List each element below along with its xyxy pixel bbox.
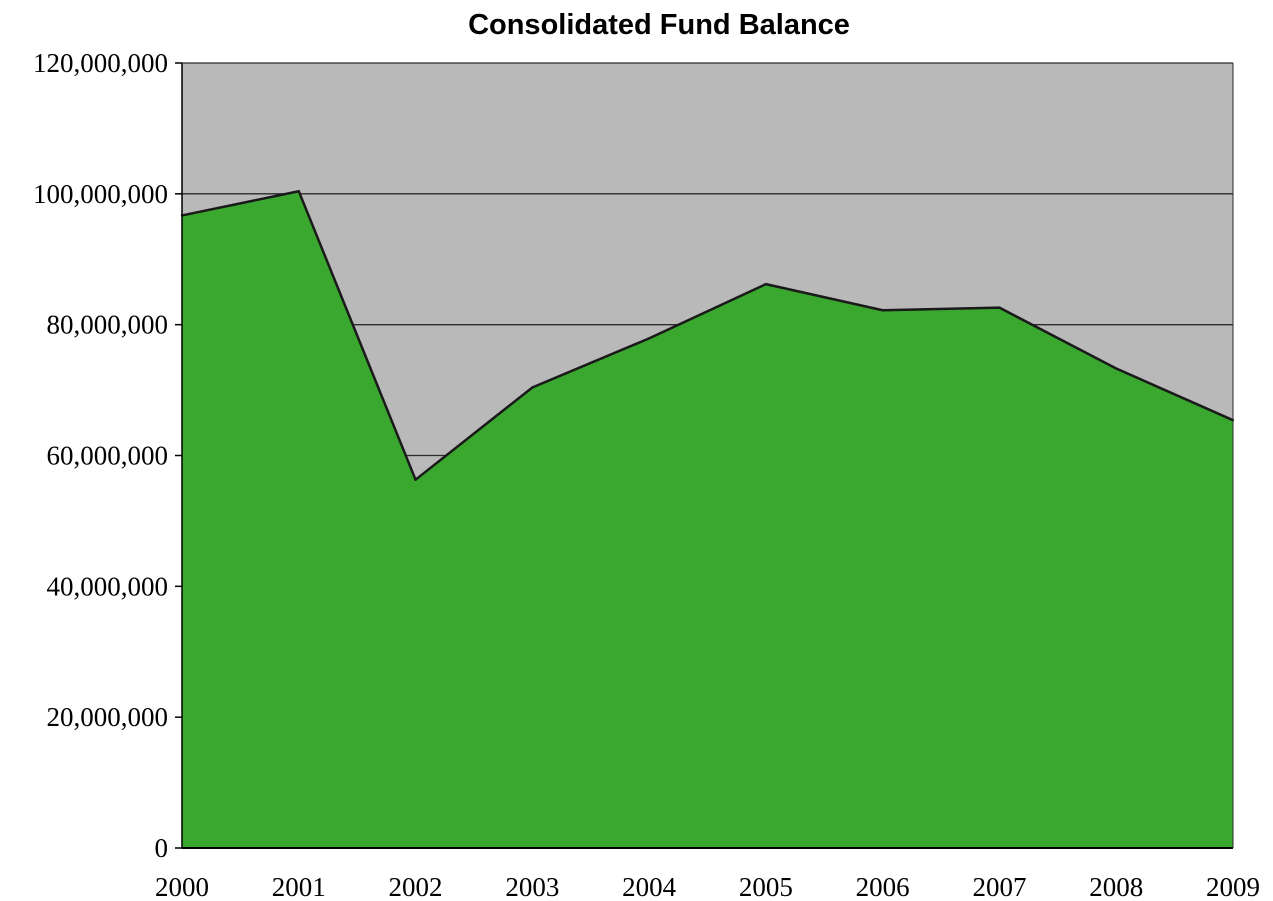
fund-balance-line xyxy=(181,189,1234,481)
x-tick-label: 2008 xyxy=(1089,872,1143,901)
y-tick-label: 60,000,000 xyxy=(47,441,169,471)
chart-title: Consolidated Fund Balance xyxy=(468,9,850,41)
x-tick-label: 2004 xyxy=(622,872,677,901)
x-tick-label: 2009 xyxy=(1206,872,1260,901)
x-tick-label: 2000 xyxy=(155,872,209,901)
data-point-2002 xyxy=(414,478,417,481)
data-point-2004 xyxy=(647,337,651,340)
x-tick-label: 2007 xyxy=(972,872,1026,901)
y-tick-label: 120,000,000 xyxy=(33,48,168,78)
x-tick-label: 2005 xyxy=(739,872,793,901)
data-point-2007 xyxy=(998,306,1001,309)
data-point-2006 xyxy=(881,309,884,312)
data-point-2003 xyxy=(531,386,534,389)
data-point-2005 xyxy=(764,282,768,286)
y-tick-label: 20,000,000 xyxy=(47,702,169,732)
x-tick-label: 2003 xyxy=(505,872,559,901)
x-tick-label: 2006 xyxy=(856,872,910,901)
data-point-2001 xyxy=(297,190,300,193)
y-tick-label: 80,000,000 xyxy=(47,310,169,340)
y-tick-label: 100,000,000 xyxy=(33,179,168,209)
data-point-2008 xyxy=(1115,367,1118,370)
y-tick-label: 0 xyxy=(155,833,169,863)
y-axis-ticks: 0 20,000,000 40,000,000 60,000,000 80,000,00… xyxy=(33,48,182,863)
x-axis-ticks: 2000 2001 2002 2003 2004 2005 2006 2007 2008 2009 xyxy=(155,872,1260,901)
x-tick-label: 2001 xyxy=(272,872,326,901)
fund-balance-area xyxy=(182,191,1233,848)
y-tick-label: 40,000,000 xyxy=(47,571,169,601)
x-tick-label: 2002 xyxy=(389,872,443,901)
